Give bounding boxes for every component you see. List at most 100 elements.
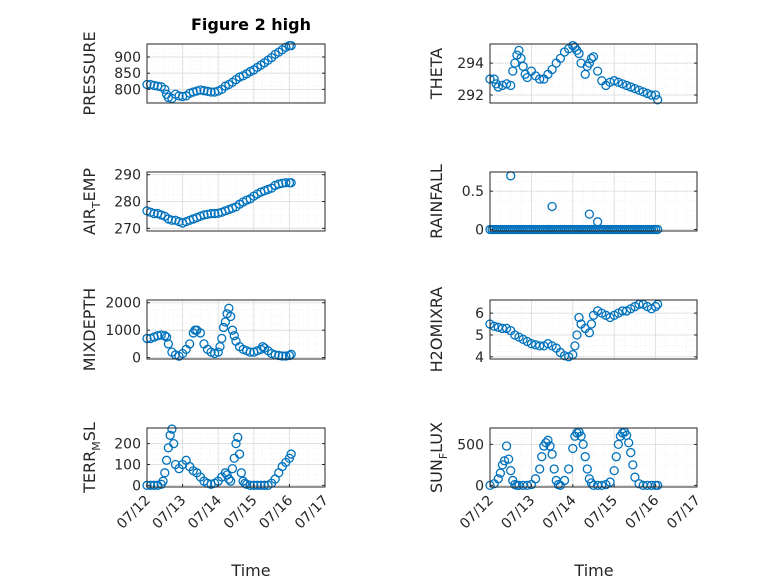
data-point xyxy=(274,179,284,189)
y-axis-label: MIXDEPTH xyxy=(80,288,99,371)
y-tick-label: 5 xyxy=(475,328,484,344)
data-point xyxy=(503,454,514,464)
data-point xyxy=(277,178,287,188)
axes-frame xyxy=(489,171,698,232)
data-point xyxy=(233,432,243,443)
data-point xyxy=(624,438,634,448)
data-point xyxy=(284,453,295,463)
data-point xyxy=(195,85,206,95)
data-point xyxy=(570,341,580,351)
data-point xyxy=(584,58,595,68)
data-point xyxy=(160,468,170,478)
y-tick-label: 280 xyxy=(114,195,141,211)
data-point xyxy=(227,325,238,335)
data-point xyxy=(638,87,648,97)
data-point xyxy=(286,349,296,359)
data-point xyxy=(286,449,296,459)
y-axis-label: H2OMIXRA xyxy=(427,287,446,373)
data-point xyxy=(580,452,590,462)
y-axis-label-main: H2OMIXRA xyxy=(427,287,446,373)
axes-frame xyxy=(489,43,698,104)
data-point xyxy=(160,331,170,341)
subplot-right-1: 292 294 THETA xyxy=(427,40,698,105)
data-point xyxy=(165,430,175,440)
data-point xyxy=(256,480,266,490)
data-point xyxy=(224,474,234,484)
data-point xyxy=(530,474,541,484)
data-point xyxy=(537,452,547,462)
data-point xyxy=(578,439,588,450)
data-point xyxy=(646,90,657,100)
data-point xyxy=(597,480,607,491)
data-point xyxy=(167,424,177,434)
data-point xyxy=(149,480,159,490)
data-point xyxy=(161,455,172,465)
data-point xyxy=(613,77,623,87)
data-point xyxy=(218,322,229,333)
data-point xyxy=(506,465,516,476)
data-point xyxy=(547,201,557,212)
x-axis-label-left: Time xyxy=(230,561,270,580)
data-point xyxy=(149,208,159,219)
y-tick-label: 100 xyxy=(114,457,141,473)
data-point xyxy=(559,475,570,486)
data-point xyxy=(213,347,223,357)
data-point xyxy=(586,53,597,64)
data-point xyxy=(202,86,213,96)
y-axis-label-main: TERR xyxy=(80,451,99,494)
data-point xyxy=(605,477,615,487)
y-axis-label-main: THETA xyxy=(427,48,446,100)
y-tick-label: 0 xyxy=(475,478,484,494)
y-axis-label-main: PRESSURE xyxy=(80,31,99,115)
data-point xyxy=(592,217,603,227)
y-tick-label: 294 xyxy=(457,56,484,72)
data-point xyxy=(621,80,632,91)
data-point xyxy=(506,80,516,91)
data-point xyxy=(547,449,557,459)
x-axis-label-right: Time xyxy=(573,561,613,580)
data-point xyxy=(574,312,584,323)
data-point xyxy=(236,468,246,478)
axes-frame xyxy=(146,427,326,488)
data-point xyxy=(202,209,213,220)
data-point xyxy=(227,464,238,474)
data-point xyxy=(582,464,592,474)
y-tick-label: 0.5 xyxy=(462,184,484,200)
data-point xyxy=(249,480,259,490)
data-point xyxy=(574,48,584,59)
y-axis-label: AIRTEMP xyxy=(80,168,103,235)
data-point xyxy=(161,332,172,342)
y-axis-label-tail: EMP xyxy=(80,168,99,202)
data-point xyxy=(493,474,503,484)
y-axis-label-main: SUN xyxy=(427,459,446,493)
data-point xyxy=(564,464,574,474)
data-point xyxy=(499,456,510,466)
data-point xyxy=(156,330,166,340)
data-point xyxy=(547,64,557,75)
data-point xyxy=(588,52,599,62)
data-point xyxy=(231,438,241,449)
data-point xyxy=(226,476,236,486)
y-tick-label: 1000 xyxy=(105,323,141,339)
y-axis-label-subscript: M xyxy=(90,441,103,451)
data-point xyxy=(535,341,545,351)
data-point xyxy=(650,90,661,100)
y-axis-label-subscript: T xyxy=(90,201,103,209)
y-axis-label: THETA xyxy=(427,48,446,100)
y-axis-label-main: AIR xyxy=(80,208,99,235)
y-axis-label-tail: LUX xyxy=(427,422,446,453)
y-tick-label: 850 xyxy=(114,66,141,82)
data-point xyxy=(501,441,512,451)
data-point xyxy=(653,95,663,105)
y-axis-label: RAINFALL xyxy=(427,164,446,239)
data-point xyxy=(501,79,512,89)
data-point xyxy=(650,301,661,312)
y-tick-label: 270 xyxy=(114,221,141,237)
data-point xyxy=(195,328,206,338)
data-point xyxy=(545,441,555,451)
axes-frame xyxy=(146,299,326,360)
axes-frame xyxy=(489,427,698,488)
data-point xyxy=(543,435,553,445)
